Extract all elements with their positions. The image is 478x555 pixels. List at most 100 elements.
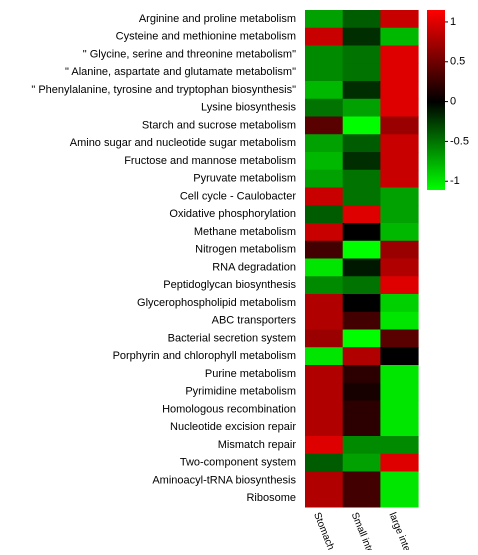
heatmap-cell [342, 311, 381, 330]
heatmap-cell [380, 418, 419, 437]
heatmap-cell [305, 205, 344, 224]
heatmap-cell [380, 400, 419, 419]
heatmap-cell [342, 27, 381, 46]
heatmap-cell [342, 365, 381, 384]
colorbar-tick-label: 1 [450, 16, 456, 28]
heatmap-cell [342, 453, 381, 472]
heatmap-cell [342, 294, 381, 313]
heatmap-cell [380, 240, 419, 259]
heatmap-cell [380, 169, 419, 188]
heatmap-cell [305, 134, 344, 153]
heatmap-cell [380, 98, 419, 117]
heatmap-cell [342, 10, 381, 29]
heatmap-cell [305, 294, 344, 313]
heatmap-cell [305, 10, 344, 29]
row-label: Glycerophospholipid metabolism [137, 297, 296, 309]
heatmap-cell [342, 347, 381, 366]
heatmap-cell [380, 205, 419, 224]
heatmap-cell [342, 45, 381, 64]
column-label: large intestine [386, 511, 420, 550]
heatmap-cell [305, 311, 344, 330]
heatmap-cell [305, 471, 344, 490]
row-label: " Glycine, serine and threonine metaboli… [83, 48, 296, 60]
heatmap-cell [342, 276, 381, 295]
row-label: Pyrimidine metabolism [185, 386, 296, 398]
row-label: Nitrogen metabolism [195, 244, 296, 256]
heatmap-cell [305, 418, 344, 437]
row-label: Two-component system [180, 457, 296, 469]
row-label: ABC transporters [212, 315, 297, 327]
row-label: Oxidative phosphorylation [169, 208, 296, 220]
heatmap-cell [305, 63, 344, 82]
row-label: Ribosome [246, 492, 296, 504]
row-label: Pyruvate metabolism [193, 173, 296, 185]
row-label: Lysine biosynthesis [201, 102, 296, 114]
heatmap-cell [305, 187, 344, 206]
heatmap-cell [380, 116, 419, 135]
colorbar [427, 10, 445, 190]
heatmap-cell [305, 276, 344, 295]
heatmap-cell [380, 45, 419, 64]
heatmap-cell [305, 436, 344, 455]
heatmap-cell [305, 400, 344, 419]
heatmap-cell [380, 258, 419, 277]
heatmap-cell [380, 81, 419, 100]
heatmap-cell [380, 453, 419, 472]
row-label: Peptidoglycan biosynthesis [163, 279, 296, 291]
heatmap-cell [380, 382, 419, 401]
heatmap-cell [305, 258, 344, 277]
heatmap-cell [380, 311, 419, 330]
heatmap-cell [305, 240, 344, 259]
heatmap-cell [380, 347, 419, 366]
heatmap-cell [342, 187, 381, 206]
row-label: Porphyrin and chlorophyll metabolism [113, 350, 296, 362]
row-label: " Alanine, aspartate and glutamate metab… [65, 66, 296, 78]
heatmap-cell [342, 98, 381, 117]
heatmap-cell [305, 382, 344, 401]
column-label: Stomach [311, 511, 336, 550]
heatmap-cell [342, 223, 381, 242]
heatmap-cell [305, 347, 344, 366]
heatmap-cell [342, 329, 381, 348]
heatmap-cell [380, 187, 419, 206]
heatmap-cell [342, 152, 381, 171]
row-label: Amino sugar and nucleotide sugar metabol… [70, 137, 296, 149]
heatmap-cell [305, 45, 344, 64]
row-label: Starch and sucrose metabolism [142, 119, 296, 131]
heatmap-cell [380, 489, 419, 508]
colorbar-tick-label: 0 [450, 95, 456, 107]
heatmap-cell [342, 81, 381, 100]
heatmap-cell [342, 471, 381, 490]
heatmap-cell [305, 365, 344, 384]
heatmap-cell [342, 382, 381, 401]
heatmap-cell [380, 63, 419, 82]
heatmap-cell [305, 169, 344, 188]
heatmap-cell [380, 276, 419, 295]
colorbar-tick-label: -0.5 [450, 135, 469, 147]
heatmap-cell [380, 223, 419, 242]
heatmap-cell [342, 240, 381, 259]
heatmap-cell [380, 436, 419, 455]
heatmap-cell [305, 152, 344, 171]
heatmap-cell [342, 400, 381, 419]
heatmap-cell [305, 453, 344, 472]
heatmap-cell [305, 116, 344, 135]
heatmap-cell [342, 436, 381, 455]
heatmap-cell [342, 258, 381, 277]
heatmap-cell [305, 81, 344, 100]
row-label: Bacterial secretion system [168, 332, 296, 344]
row-label: RNA degradation [212, 261, 296, 273]
row-label: Homologous recombination [162, 403, 296, 415]
row-label: Cysteine and methionine metabolism [116, 31, 296, 43]
row-label: Aminoacyl-tRNA biosynthesis [152, 474, 296, 486]
row-label: Fructose and mannose metabolism [124, 155, 296, 167]
heatmap-cell [380, 365, 419, 384]
heatmap-cell [380, 152, 419, 171]
heatmap-cell [305, 27, 344, 46]
heatmap-cell [342, 169, 381, 188]
heatmap-cell [380, 329, 419, 348]
row-label: " Phenylalanine, tyrosine and tryptophan… [31, 84, 296, 96]
row-label: Arginine and proline metabolism [139, 13, 296, 25]
row-label: Methane metabolism [194, 226, 296, 238]
